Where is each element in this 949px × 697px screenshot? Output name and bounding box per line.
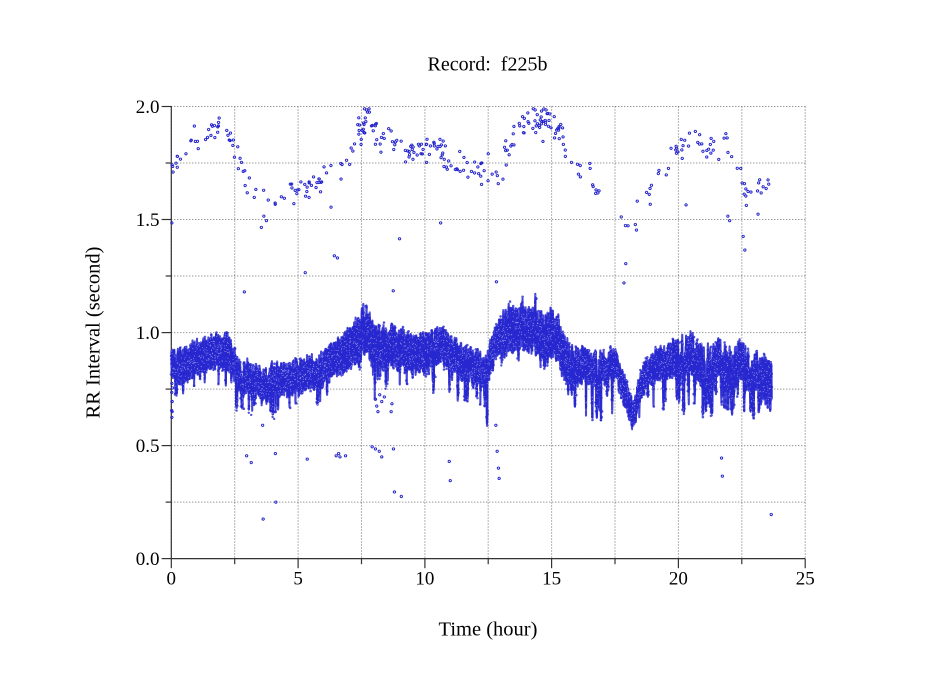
- svg-text:Record: f225b: Record: f225b: [428, 54, 548, 76]
- svg-text:25: 25: [796, 569, 815, 590]
- svg-text:0.5: 0.5: [136, 436, 160, 457]
- svg-text:0: 0: [167, 569, 177, 590]
- svg-text:10: 10: [415, 569, 434, 590]
- svg-text:5: 5: [293, 569, 303, 590]
- svg-text:15: 15: [542, 569, 561, 590]
- svg-text:1.0: 1.0: [136, 323, 160, 344]
- svg-text:RR Interval (second): RR Interval (second): [83, 247, 105, 419]
- svg-text:0.0: 0.0: [136, 549, 160, 570]
- svg-text:Time (hour): Time (hour): [439, 619, 538, 641]
- svg-text:2.0: 2.0: [136, 97, 160, 118]
- svg-text:20: 20: [669, 569, 688, 590]
- svg-text:1.5: 1.5: [136, 210, 160, 231]
